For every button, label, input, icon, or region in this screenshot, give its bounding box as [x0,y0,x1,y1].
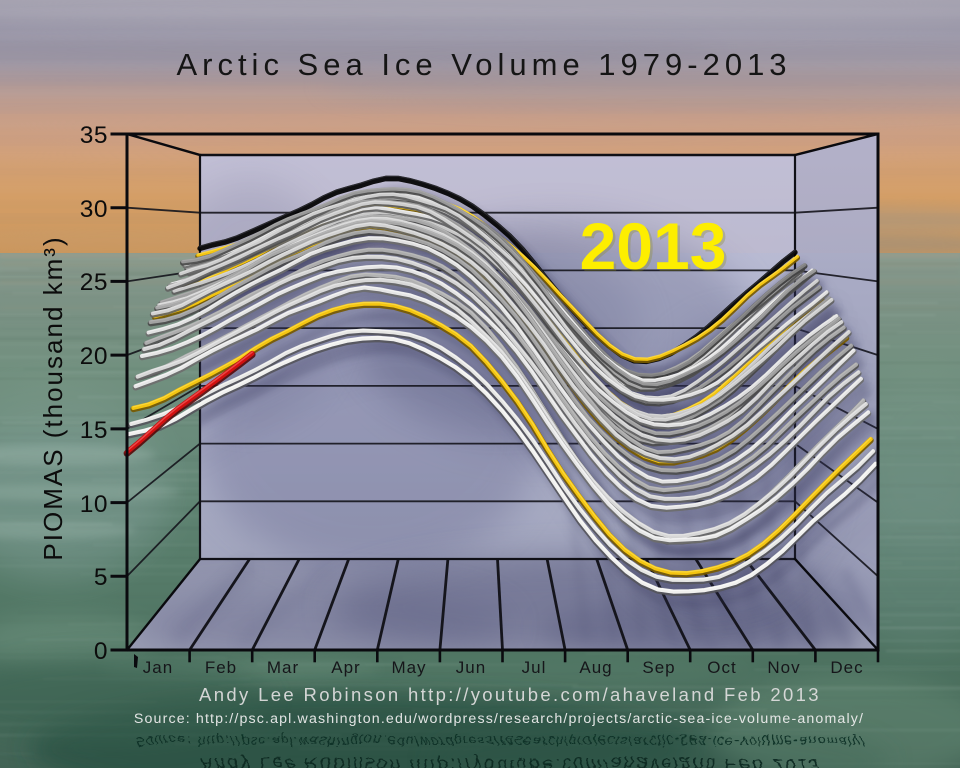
svg-text:25: 25 [80,269,108,296]
svg-text:Sep: Sep [642,658,675,677]
svg-text:20: 20 [80,343,108,370]
svg-text:Oct: Oct [707,658,736,677]
svg-text:Aug: Aug [579,658,612,677]
svg-text:Mar: Mar [267,658,299,677]
svg-text:Jan: Jan [143,658,173,677]
svg-text:2013: 2013 [580,209,727,283]
svg-text:Feb: Feb [205,658,237,677]
svg-text:Andy Lee Robinson http://youtu: Andy Lee Robinson http://youtube.com/aha… [199,753,821,768]
svg-text:PIOMAS (thousand km³): PIOMAS (thousand km³) [38,235,68,560]
svg-text:5: 5 [94,564,108,591]
svg-text:Arctic Sea Ice Volume 1979-201: Arctic Sea Ice Volume 1979-2013 [176,47,791,82]
svg-text:10: 10 [80,491,108,518]
svg-text:Andy Lee Robinson http://youtu: Andy Lee Robinson http://youtube.com/aha… [199,684,821,705]
svg-text:Source: http://psc.apl.washing: Source: http://psc.apl.washington.edu/wo… [134,711,864,727]
svg-text:30: 30 [80,196,108,223]
svg-text:15: 15 [80,417,108,444]
svg-text:May: May [391,658,426,677]
svg-text:Nov: Nov [767,658,800,677]
svg-text:Apr: Apr [331,658,360,677]
svg-text:2013: 2013 [582,211,729,285]
svg-text:0: 0 [94,638,108,665]
svg-text:Jun: Jun [456,658,486,677]
svg-text:35: 35 [80,122,108,149]
svg-text:Jul: Jul [522,658,547,677]
svg-text:Dec: Dec [830,658,863,677]
svg-text:Source: http://psc.apl.washing: Source: http://psc.apl.washington.edu/wo… [134,731,864,747]
